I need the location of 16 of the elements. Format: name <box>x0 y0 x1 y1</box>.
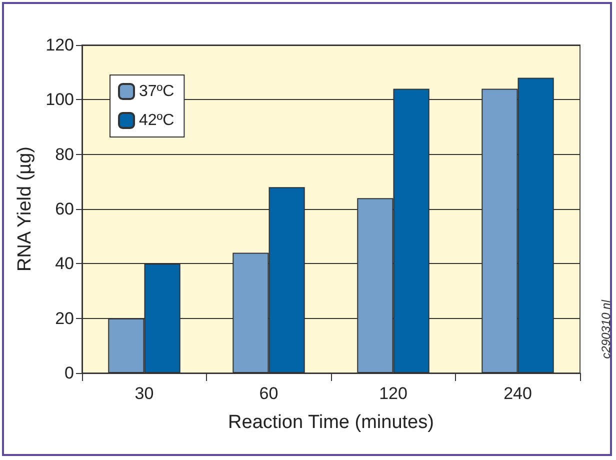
y-tick-label: 100 <box>46 90 74 110</box>
y-tick-label: 0 <box>64 364 74 382</box>
y-tick-label: 20 <box>55 308 74 328</box>
y-tick-label: 60 <box>55 200 74 218</box>
legend-label: 37ºC <box>139 83 174 100</box>
y-axis-title: RNA Yield (µg) <box>14 146 36 272</box>
text: c290310 nl <box>599 300 613 359</box>
x-tick-label: 60 <box>259 384 278 403</box>
legend-label: 42ºC <box>139 112 174 129</box>
x-tick-label: 240 <box>504 384 532 403</box>
y-tick-label: 80 <box>55 144 74 164</box>
y-tick-label: 120 <box>46 36 74 54</box>
x-tick-label: 30 <box>134 384 154 403</box>
y-tick-label: 40 <box>55 254 74 274</box>
x-tick-label: 120 <box>379 384 408 403</box>
x-axis-title: Reaction Time (minutes) <box>228 412 434 433</box>
